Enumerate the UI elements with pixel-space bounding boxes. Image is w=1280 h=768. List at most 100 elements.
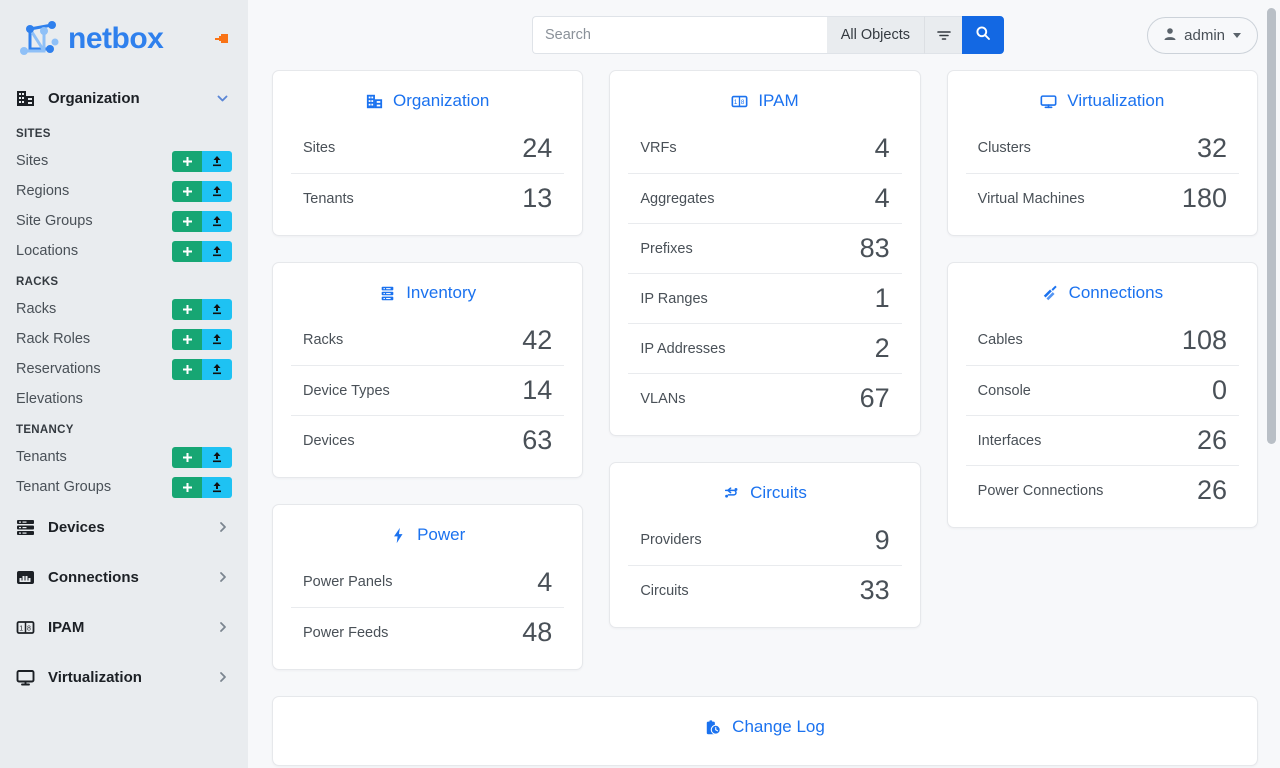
- sidebar-section-tenancy-label: TENANCY: [16, 424, 74, 436]
- stat-value: 4: [537, 566, 553, 597]
- vertical-scrollbar[interactable]: [1267, 8, 1276, 444]
- card-title-inventory[interactable]: Inventory: [273, 277, 582, 315]
- add-rack-roles-button[interactable]: [172, 328, 202, 350]
- stat-value: 2: [874, 333, 890, 363]
- network-port-icon: [14, 566, 36, 588]
- stat-row[interactable]: Racks 42: [291, 315, 564, 365]
- filter-icon[interactable]: [924, 16, 962, 54]
- sidebar-item-label: Reservations: [16, 361, 101, 377]
- sidebar-item-sites[interactable]: Sites: [0, 146, 248, 176]
- sidebar-item-label: Tenants: [16, 449, 67, 465]
- stat-value: 26: [1196, 425, 1227, 455]
- import-regions-button[interactable]: [202, 180, 232, 202]
- add-regions-button[interactable]: [172, 180, 202, 202]
- card-title-changelog[interactable]: Change Log: [273, 711, 1257, 749]
- stat-row[interactable]: Aggregates 4: [628, 173, 902, 223]
- import-site-groups-button[interactable]: [202, 210, 232, 232]
- sidebar-group-connections[interactable]: Connections: [0, 552, 248, 602]
- stat-row[interactable]: Interfaces 26: [965, 415, 1239, 465]
- sidebar-item-regions[interactable]: Regions: [0, 176, 248, 206]
- card-title-connections[interactable]: Connections: [948, 277, 1257, 315]
- card-title-ipam[interactable]: 1 8 IPAM: [610, 85, 919, 123]
- sidebar-group-devices[interactable]: Devices: [0, 502, 248, 552]
- stat-value: 24: [522, 132, 553, 163]
- card-title-label: Connections: [1068, 283, 1164, 302]
- import-locations-button[interactable]: [202, 240, 232, 262]
- stat-row[interactable]: VRFs 4: [628, 123, 901, 173]
- add-sites-button[interactable]: [172, 150, 202, 172]
- add-reservations-button[interactable]: [172, 358, 202, 380]
- stat-label: Providers: [640, 532, 702, 548]
- stat-list: Power Panels 4 Power Feeds 48: [273, 557, 582, 657]
- sidebar-item-rack-roles[interactable]: Rack Roles: [0, 324, 248, 354]
- sidebar-group-label: Devices: [48, 518, 105, 536]
- import-racks-button[interactable]: [202, 298, 232, 320]
- stat-row[interactable]: Cables 108: [966, 315, 1239, 365]
- chevron-down-icon[interactable]: [215, 91, 230, 106]
- netbox-logo[interactable]: netbox: [18, 17, 164, 61]
- stat-row[interactable]: Power Feeds 48: [291, 607, 565, 657]
- add-tenant-groups-button[interactable]: [172, 476, 202, 498]
- netbox-mark-icon: [18, 17, 64, 61]
- stat-row[interactable]: Console 0: [965, 365, 1239, 415]
- sidebar-item-site-groups[interactable]: Site Groups: [0, 206, 248, 236]
- sidebar-item-locations[interactable]: Locations: [0, 236, 248, 266]
- stat-row[interactable]: VLANs 67: [628, 373, 902, 423]
- add-locations-button[interactable]: [172, 240, 202, 262]
- stat-row[interactable]: Device Types 14: [291, 365, 565, 415]
- sidebar-item-tenants[interactable]: Tenants: [0, 442, 248, 472]
- stat-row[interactable]: Devices 63: [291, 415, 565, 465]
- search-icon: [975, 25, 991, 46]
- import-sites-button[interactable]: [202, 150, 232, 172]
- sidebar-group-organization[interactable]: Organization: [0, 78, 248, 118]
- sidebar-item-reservations[interactable]: Reservations: [0, 354, 248, 384]
- stat-row[interactable]: IP Ranges 1: [628, 273, 902, 323]
- building-icon: [14, 87, 36, 109]
- stat-row[interactable]: Clusters 32: [966, 123, 1239, 173]
- stat-row[interactable]: Providers 9: [628, 515, 901, 565]
- sidebar-item-elevations[interactable]: Elevations: [0, 384, 248, 414]
- add-site-groups-button[interactable]: [172, 210, 202, 232]
- sidebar-item-actions: [172, 240, 232, 262]
- sidebar-group-ipam[interactable]: 1 8 IPAM: [0, 602, 248, 652]
- stat-row[interactable]: IP Addresses 2: [628, 323, 902, 373]
- import-rack-roles-button[interactable]: [202, 328, 232, 350]
- add-racks-button[interactable]: [172, 298, 202, 320]
- user-menu-button[interactable]: admin: [1147, 17, 1258, 54]
- stat-row[interactable]: Tenants 13: [291, 173, 565, 223]
- stat-row[interactable]: Power Connections 26: [965, 465, 1239, 515]
- add-tenants-button[interactable]: [172, 446, 202, 468]
- chevron-right-icon[interactable]: [216, 520, 230, 534]
- stat-value: 180: [1181, 183, 1227, 213]
- sidebar-item-actions: [172, 210, 232, 232]
- chevron-right-icon[interactable]: [216, 620, 230, 634]
- import-reservations-button[interactable]: [202, 358, 232, 380]
- sidebar-item-actions: [172, 328, 232, 350]
- brand-header: netbox: [0, 0, 248, 78]
- chevron-right-icon[interactable]: [216, 670, 230, 684]
- import-tenant-groups-button[interactable]: [202, 476, 232, 498]
- card-title-organization[interactable]: Organization: [273, 85, 582, 123]
- card-title-power[interactable]: Power: [273, 519, 582, 557]
- pin-icon[interactable]: [214, 30, 232, 48]
- sidebar-group-virtualization[interactable]: Virtualization: [0, 652, 248, 702]
- card-title-circuits[interactable]: Circuits: [610, 477, 919, 515]
- search-scope-select[interactable]: All Objects: [826, 16, 924, 54]
- card-title-virtualization[interactable]: Virtualization: [948, 85, 1257, 123]
- stat-row[interactable]: Virtual Machines 180: [965, 173, 1239, 223]
- stat-list: Providers 9 Circuits 33: [610, 515, 919, 615]
- stat-row[interactable]: Sites 24: [291, 123, 564, 173]
- main-area: All Objects admin: [248, 0, 1280, 768]
- stat-row[interactable]: Circuits 33: [628, 565, 902, 615]
- stat-value: 108: [1181, 324, 1227, 355]
- stat-row[interactable]: Prefixes 83: [628, 223, 902, 273]
- search-input[interactable]: [532, 16, 827, 54]
- chevron-right-icon[interactable]: [216, 570, 230, 584]
- search-submit-button[interactable]: [962, 16, 1004, 54]
- stat-list: VRFs 4 Aggregates 4 Prefixes 83 IP Ran: [610, 123, 919, 423]
- sidebar-item-racks[interactable]: Racks: [0, 294, 248, 324]
- import-tenants-button[interactable]: [202, 446, 232, 468]
- sidebar-item-tenant-groups[interactable]: Tenant Groups: [0, 472, 248, 502]
- stat-row[interactable]: Power Panels 4: [291, 557, 564, 607]
- caret-down-icon: [1232, 27, 1242, 44]
